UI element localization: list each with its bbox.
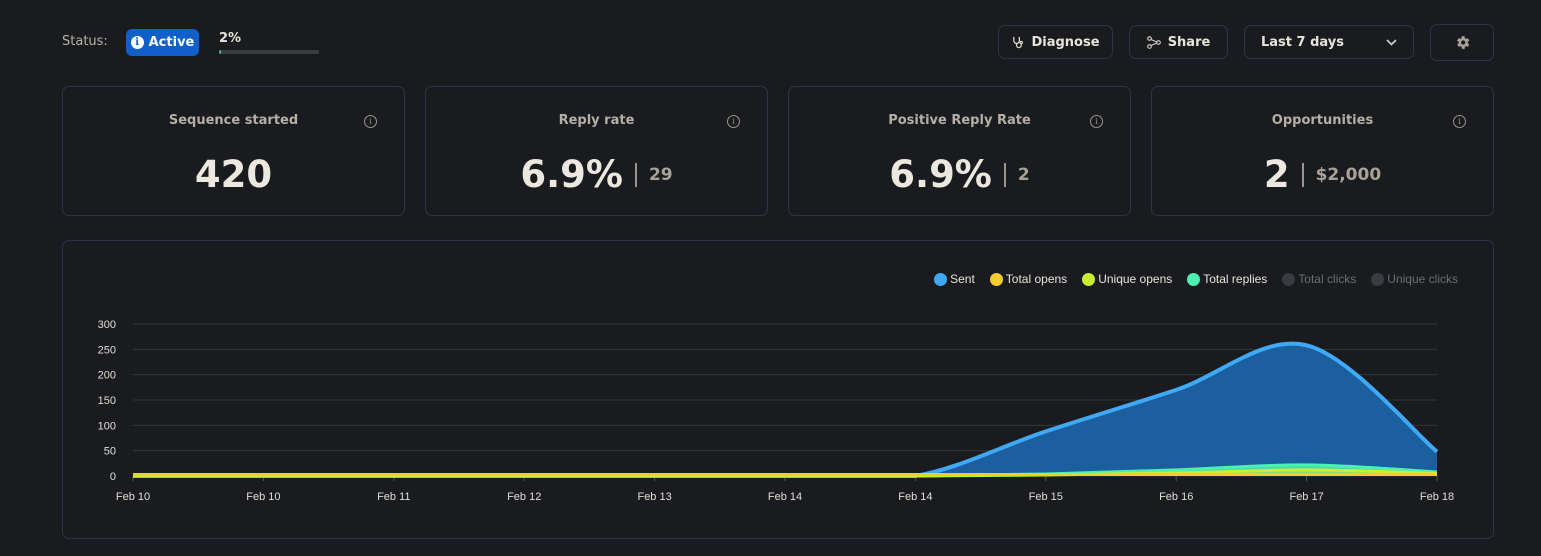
legend-label: Unique opens — [1098, 272, 1173, 286]
metric-title: Reply rate — [558, 113, 635, 128]
divider — [634, 162, 637, 187]
info-icon[interactable]: i — [1453, 115, 1466, 128]
info-icon[interactable]: i — [1090, 115, 1103, 128]
legend-swatch — [1282, 272, 1296, 286]
progress-text: 2% — [219, 31, 242, 46]
legend-swatch — [1187, 272, 1201, 286]
y-tick-label: 300 — [98, 319, 116, 331]
chart-legend: Sent Total opens Unique opens Total replies… — [934, 272, 1458, 286]
metric-value: 6.9% — [520, 153, 623, 196]
x-tick-label: Feb 13 — [637, 491, 671, 503]
divider — [1003, 162, 1006, 187]
metric-card: Positive Reply Rate i 6.9% 2 — [788, 86, 1131, 216]
legend-label: Total opens — [1005, 272, 1068, 286]
legend-swatch — [989, 272, 1003, 286]
diagnose-button[interactable]: Diagnose — [998, 25, 1113, 59]
metric-title: Positive Reply Rate — [888, 113, 1031, 128]
legend-item[interactable]: Sent — [934, 272, 975, 286]
x-tick-label: Feb 10 — [116, 491, 150, 503]
metric-value: 420 — [194, 153, 273, 196]
progress-fill — [219, 50, 221, 54]
x-tick-label: Feb 15 — [1029, 491, 1063, 503]
divider — [1301, 162, 1304, 187]
info-icon: i — [130, 36, 144, 49]
legend-item[interactable]: Unique clicks — [1371, 272, 1458, 286]
x-tick-label: Feb 14 — [768, 491, 802, 503]
gear-icon — [1456, 36, 1469, 49]
legend-swatch — [1082, 272, 1096, 286]
legend-item[interactable]: Unique opens — [1082, 272, 1172, 286]
metric-title: Opportunities — [1271, 113, 1374, 128]
legend-item[interactable]: Total replies — [1187, 272, 1267, 286]
x-tick-label: Feb 14 — [898, 491, 932, 503]
status-label: Status: — [62, 34, 108, 49]
y-tick-label: 100 — [98, 420, 116, 432]
series-area-sent — [133, 343, 1437, 476]
legend-label: Total replies — [1203, 272, 1268, 286]
metric-value: 2 — [1263, 153, 1290, 196]
y-tick-label: 250 — [98, 344, 116, 356]
metric-subvalue: 29 — [648, 164, 673, 185]
y-tick-label: 0 — [110, 471, 116, 483]
x-tick-label: Feb 12 — [507, 491, 541, 503]
progress-bar — [219, 50, 319, 54]
date-range-select[interactable]: Last 7 days — [1244, 25, 1414, 59]
stethoscope-icon — [1013, 36, 1024, 48]
y-tick-label: 200 — [98, 370, 116, 382]
x-tick-label: Feb 11 — [377, 491, 410, 503]
x-tick-label: Feb 17 — [1289, 491, 1323, 503]
y-tick-label: 50 — [104, 446, 116, 458]
legend-label: Sent — [950, 272, 975, 286]
metric-value: 6.9% — [889, 153, 992, 196]
x-tick-label: Feb 18 — [1420, 491, 1454, 503]
x-tick-label: Feb 16 — [1159, 491, 1193, 503]
chart-plot: 0 50 100 150 200 250 300 Feb 10 Feb 10 Feb 11 Feb … — [98, 319, 1454, 503]
metric-card: Sequence started i 420 — [62, 86, 405, 216]
metric-subvalue: $2,000 — [1315, 164, 1382, 185]
legend-swatch — [1371, 272, 1385, 286]
metric-card: Opportunities i 2 $2,000 — [1151, 86, 1494, 216]
diagnose-label: Diagnose — [1031, 34, 1100, 50]
chevron-down-icon — [1386, 38, 1397, 46]
activity-chart: Sent Total opens Unique opens Total replies… — [62, 240, 1494, 539]
x-tick-label: Feb 10 — [246, 491, 280, 503]
info-icon[interactable]: i — [364, 115, 377, 128]
share-label: Share — [1167, 34, 1211, 50]
legend-item[interactable]: Total clicks — [1282, 272, 1356, 286]
legend-label: Unique clicks — [1387, 272, 1458, 286]
metric-title: Sequence started — [168, 113, 299, 128]
metric-subvalue: 2 — [1017, 164, 1030, 185]
y-tick-label: 150 — [98, 395, 116, 407]
settings-button[interactable] — [1430, 24, 1494, 61]
status-badge-text: Active — [148, 35, 195, 50]
status-badge[interactable]: i Active — [126, 29, 199, 56]
legend-swatch — [934, 272, 948, 286]
info-icon[interactable]: i — [727, 115, 740, 128]
legend-label: Total clicks — [1298, 272, 1357, 286]
date-range-value: Last 7 days — [1261, 34, 1344, 50]
metric-card: Reply rate i 6.9% 29 — [425, 86, 768, 216]
share-icon — [1146, 35, 1161, 49]
legend-item[interactable]: Total opens — [989, 272, 1068, 286]
share-button[interactable]: Share — [1129, 25, 1228, 59]
